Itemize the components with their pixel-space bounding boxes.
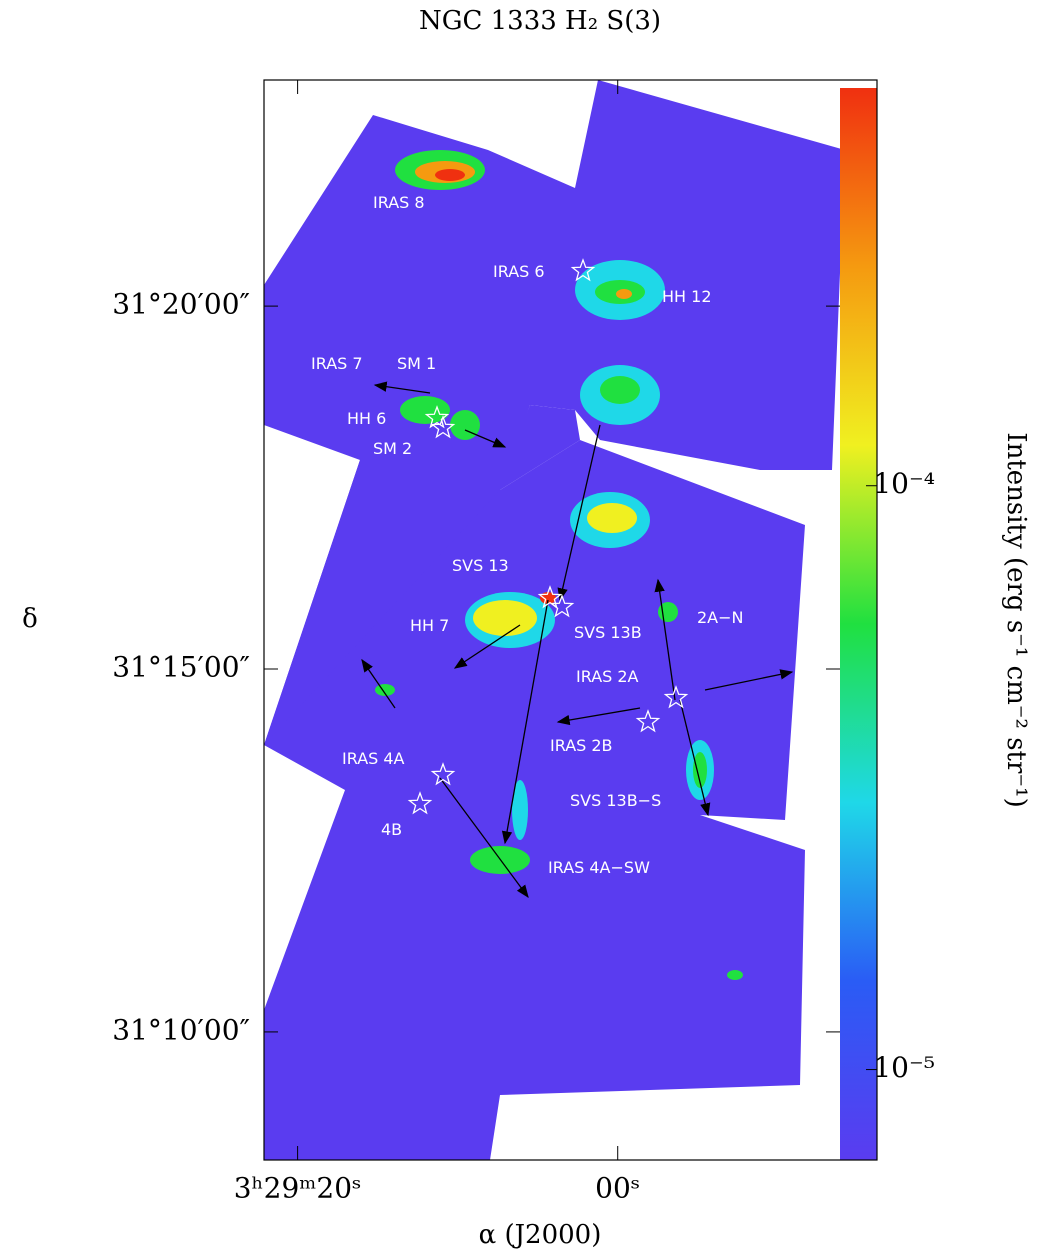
annotation: IRAS 2A [576,667,639,686]
x-tick-label: 3ʰ29ᵐ20ˢ [234,1172,362,1205]
annotation: HH 7 [410,616,449,635]
y-tick-label: 31°15′00″ [112,651,250,684]
annotation: SM 2 [373,439,412,458]
y-tick-label: 31°20′00″ [112,288,250,321]
colorbar-tick-label: 10⁻⁵ [873,1051,935,1084]
annotation: IRAS 6 [493,262,545,281]
colorbar-tick-label: 10⁻⁴ [873,467,935,500]
chart-title: NGC 1333 H₂ S(3) [419,6,661,36]
annotation: IRAS 8 [373,193,425,212]
x-axis-label: α (J2000) [479,1220,602,1250]
annotation: IRAS 4A [342,749,405,768]
chart: NGC 1333 H₂ S(3) α (J2000) δ In [0,0,1051,1255]
annotation: SVS 13B−S [570,791,661,810]
annotation: 4B [381,820,402,839]
annotation: SVS 13B [574,623,642,642]
annotation: 2A−N [697,608,744,627]
y-axis-label: δ [22,604,38,634]
annotation: SVS 13 [452,556,509,575]
intensity-map [264,80,845,1160]
annotation: HH 12 [662,287,712,306]
annotation: HH 6 [347,409,386,428]
x-tick-label: 00ˢ [595,1172,640,1205]
annotation: SM 1 [397,354,436,373]
annotation: IRAS 2B [550,736,613,755]
colorbar [840,88,877,1160]
y-tick-label: 31°10′00″ [112,1013,250,1046]
colorbar-label: Intensity (erg s⁻¹ cm⁻² str⁻¹) [1001,432,1031,807]
annotation: IRAS 7 [311,354,363,373]
annotation: IRAS 4A−SW [548,858,650,877]
